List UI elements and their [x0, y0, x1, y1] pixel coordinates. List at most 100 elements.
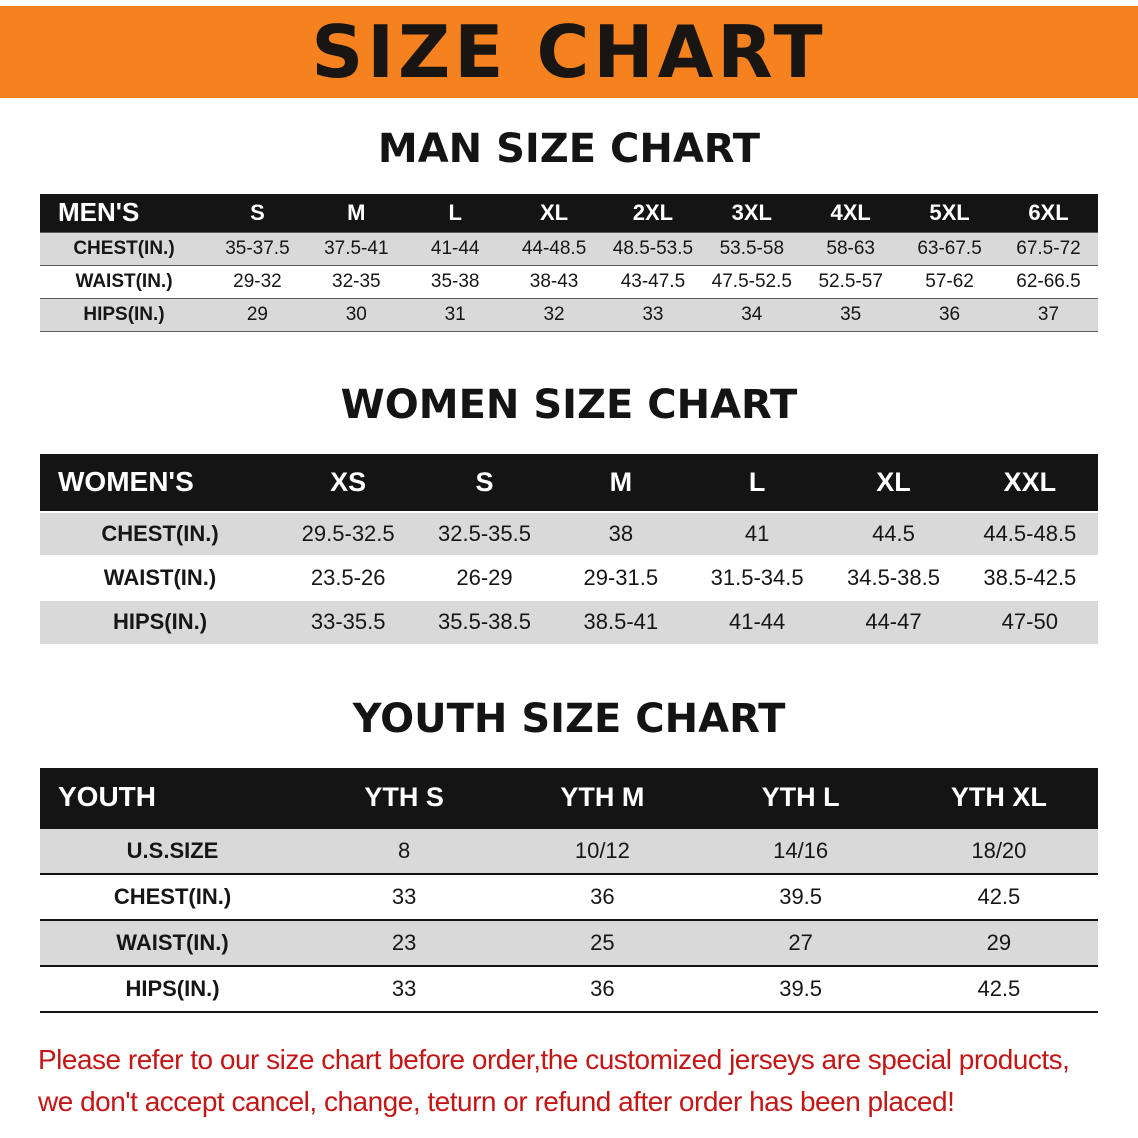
value-cell: 47-50 [1001, 609, 1058, 634]
table-row: CHEST(IN.) 33 36 39.5 42.5 [40, 873, 1098, 920]
women-size-table: WOMEN'S XS S M L XL XXL CHEST(IN.) 29.5-32.5 32.5… [40, 453, 1098, 644]
value-cell: 42.5 [977, 975, 1021, 1001]
value-cell: 27 [788, 929, 813, 955]
table-header-row: WOMEN'S XS S M L XL XXL [40, 453, 1098, 512]
value-cell: 30 [345, 303, 367, 325]
value-cell: 35 [840, 303, 862, 325]
value-cell: 32.5-35.5 [438, 520, 531, 546]
size-chart-banner: SIZE CHART [0, 6, 1138, 98]
value-cell: 8 [398, 837, 411, 863]
size-header-cell: YTH S [305, 767, 504, 828]
value-cell: 33 [391, 975, 417, 1001]
value-cell: 38.5-41 [583, 609, 659, 634]
value-cell: 26-29 [456, 564, 513, 590]
value-cell: 41-44 [430, 237, 480, 259]
value-cell: 57-62 [925, 270, 974, 292]
size-header-cell: 2XL [603, 194, 703, 232]
value-cell: 42.5 [977, 883, 1021, 909]
value-cell: 33 [642, 303, 664, 325]
value-cell: 35-37.5 [225, 237, 290, 259]
table-header-row: MEN'S S M L XL 2XL 3XL 4XL 5XL 6XL [40, 194, 1098, 232]
value-cell: 44.5-48.5 [983, 520, 1077, 546]
value-cell: 35.5-38.5 [438, 609, 531, 634]
size-header-cell: XL [825, 453, 962, 512]
value-cell: 29-31.5 [583, 564, 659, 590]
value-cell: 32 [543, 303, 565, 325]
banner-title: SIZE CHART [311, 10, 827, 94]
size-header-cell: XS [280, 453, 417, 512]
size-header-cell: XXL [961, 453, 1098, 512]
value-cell: 62-66.5 [1016, 270, 1081, 292]
value-cell: 44-48.5 [521, 237, 587, 259]
row-label-cell: HIPS(IN.) [112, 609, 208, 634]
row-label-cell: U.S.SIZE [126, 837, 219, 863]
row-label-cell: WAIST(IN.) [75, 270, 173, 292]
value-cell: 53.5-58 [719, 237, 785, 259]
value-cell: 52.5-57 [818, 270, 883, 292]
value-cell: 67.5-72 [1016, 237, 1081, 259]
value-cell: 23.5-26 [310, 564, 386, 590]
table-row: HIPS(IN.) 33 36 39.5 42.5 [40, 965, 1098, 1012]
row-label-cell: HIPS(IN.) [125, 975, 220, 1001]
value-cell: 48.5-53.5 [612, 237, 694, 259]
youth-size-table: YOUTH YTH S YTH M YTH L YTH XL U.S.SIZE 8 10/12… [40, 767, 1098, 1013]
value-cell: 35-38 [430, 270, 480, 292]
value-cell: 36 [590, 975, 615, 1001]
value-cell: 38.5-42.5 [983, 564, 1077, 590]
men-size-table: MEN'S S M L XL 2XL 3XL 4XL 5XL 6XL CHEST(IN.) 35-37… [40, 194, 1098, 332]
size-header-cell: YTH XL [899, 767, 1098, 828]
value-cell: 44-47 [865, 609, 922, 634]
value-cell: 39.5 [779, 883, 823, 909]
size-header-cell: YTH L [701, 767, 900, 828]
table-row: WAIST(IN.) 29-32 32-35 35-38 38-43 43-47.5 47.… [40, 265, 1098, 298]
value-cell: 29 [246, 303, 268, 325]
row-label-cell: WAIST(IN.) [103, 564, 217, 590]
youth-size-section: YOUTH SIZE CHART YOUTH YTH S YTH M YTH L YTH… [0, 696, 1138, 1013]
table-title-cell: WOMEN'S [40, 453, 280, 512]
size-header-cell: YTH M [503, 767, 702, 828]
table-row: WAIST(IN.) 23.5-26 26-29 29-31.5 31.5-34.5 34… [40, 555, 1098, 600]
value-cell: 31.5-34.5 [710, 564, 804, 590]
value-cell: 33 [391, 883, 417, 909]
disclaimer-line-1: Please refer to our size chart before or… [38, 1043, 1070, 1075]
value-cell: 14/16 [773, 837, 829, 863]
size-header-cell: S [416, 453, 553, 512]
size-header-cell: 6XL [999, 194, 1098, 232]
table-header-row: YOUTH YTH S YTH M YTH L YTH XL [40, 767, 1098, 828]
table-row: U.S.SIZE 8 10/12 14/16 18/20 [40, 827, 1098, 874]
value-cell: 29-32 [233, 270, 282, 292]
value-cell: 36 [938, 303, 961, 325]
value-cell: 41-44 [729, 609, 786, 634]
men-chart-heading: MAN SIZE CHART [377, 126, 761, 172]
value-cell: 58-63 [826, 237, 875, 259]
value-cell: 63-67.5 [917, 237, 982, 259]
women-size-section: WOMEN SIZE CHART WOMEN'S XS S M L XL XXL CHEST(… [0, 382, 1138, 644]
value-cell: 23 [391, 929, 417, 955]
value-cell: 39.5 [779, 975, 823, 1001]
size-header-cell: M [552, 453, 689, 512]
value-cell: 29 [986, 929, 1012, 955]
value-cell: 36 [590, 883, 615, 909]
table-title-cell: MEN'S [40, 194, 208, 232]
table-title-cell: YOUTH [40, 767, 305, 828]
women-chart-heading: WOMEN SIZE CHART [340, 381, 798, 428]
value-cell: 29.5-32.5 [301, 520, 395, 546]
size-header-cell: 4XL [801, 194, 901, 232]
row-label-cell: CHEST(IN.) [101, 520, 219, 546]
value-cell: 47.5-52.5 [711, 270, 792, 292]
table-row: HIPS(IN.) 29 30 31 32 33 34 35 36 37 [40, 298, 1098, 331]
men-size-section: MAN SIZE CHART MEN'S S M L XL 2XL 3XL 4XL 5XL 6XL… [0, 126, 1138, 332]
table-row: CHEST(IN.) 29.5-32.5 32.5-35.5 38 41 44.5 44.5… [40, 511, 1098, 556]
value-cell: 38 [608, 520, 634, 546]
value-cell: 41 [744, 520, 770, 546]
row-label-cell: HIPS(IN.) [83, 303, 165, 325]
disclaimer-line-2: we don't accept cancel, change, teturn o… [38, 1085, 955, 1117]
size-header-cell: 5XL [900, 194, 999, 232]
table-row: CHEST(IN.) 35-37.5 37.5-41 41-44 44-48.5 48.5… [40, 232, 1098, 265]
value-cell: 10/12 [574, 837, 630, 863]
value-cell: 43-47.5 [620, 270, 686, 292]
row-label-cell: CHEST(IN.) [73, 237, 175, 259]
value-cell: 34.5-38.5 [846, 564, 940, 590]
table-row: HIPS(IN.) 33-35.5 35.5-38.5 38.5-41 41-44 44-… [40, 599, 1098, 644]
size-header-cell: 3XL [702, 194, 802, 232]
